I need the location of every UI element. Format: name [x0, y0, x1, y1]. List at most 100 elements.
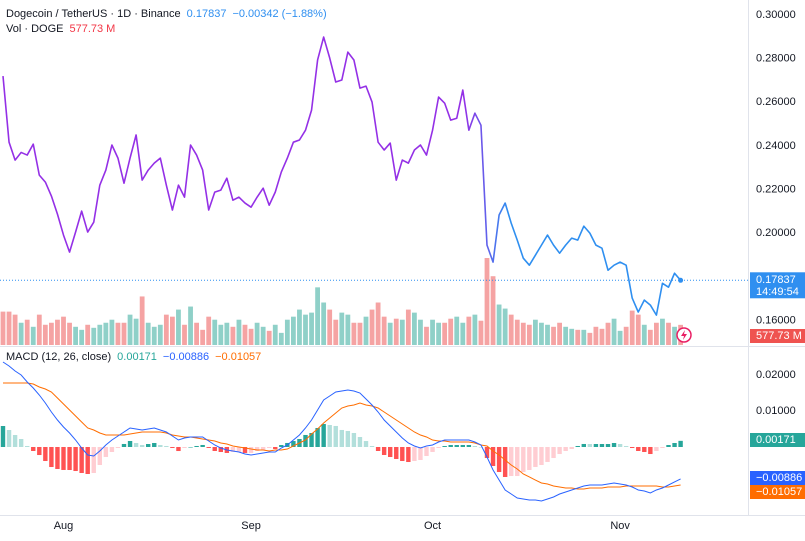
volume-bar — [321, 302, 327, 345]
volume-bar — [182, 324, 187, 345]
volume-bar — [170, 316, 175, 345]
macd-histogram-bar — [339, 429, 344, 447]
volume-value: 577.73 M — [69, 23, 115, 35]
volume-bar — [551, 326, 556, 345]
volume-bar — [369, 309, 375, 345]
macd-histogram-bar — [539, 446, 544, 465]
x-tick-label: Nov — [610, 520, 630, 532]
macd-header-signal: −0.01057 — [215, 351, 261, 363]
macd-histogram-bar — [31, 446, 36, 451]
volume-bar — [55, 319, 60, 345]
y-tick-label: 0.20000 — [756, 227, 796, 239]
macd-histogram-bar — [236, 446, 242, 453]
macd-histogram-bar — [303, 434, 308, 447]
macd-histogram-bar — [152, 443, 157, 447]
volume-bar — [472, 314, 478, 345]
macd-histogram-bar — [260, 446, 266, 451]
macd-histogram-bar — [406, 446, 411, 463]
header-change: −0.00342 (−1.88%) — [232, 8, 326, 20]
volume-bar — [303, 314, 308, 345]
macd-histogram-bar — [412, 446, 417, 462]
macd-histogram-bar — [248, 446, 254, 453]
volume-bar — [605, 322, 611, 345]
volume-bar — [309, 312, 314, 345]
macd-histogram-bar — [121, 443, 127, 447]
macd-histogram-bar — [472, 445, 478, 447]
volume-bar — [115, 322, 121, 345]
macd-histogram-bar — [321, 423, 326, 447]
signal-line — [3, 382, 681, 490]
volume-bar — [236, 319, 242, 345]
volume-bar — [563, 326, 569, 345]
macd-histogram-bar — [212, 446, 217, 451]
macd-histogram-bar — [478, 446, 484, 448]
volume-bar — [18, 322, 24, 345]
macd-histogram-bar — [61, 446, 66, 470]
volume-bar — [351, 322, 357, 345]
macd-histogram-bar — [460, 445, 465, 447]
volume-bar — [381, 316, 387, 345]
volume-bar — [176, 309, 181, 345]
macd-histogram-bar — [103, 446, 109, 457]
macd-histogram-bar — [388, 446, 393, 458]
volume-bar — [260, 326, 266, 345]
volume-bar — [36, 314, 42, 345]
volume-bar — [218, 324, 224, 345]
volume-bar — [399, 319, 405, 345]
volume-bar — [393, 318, 399, 345]
macd-histogram-bar — [55, 446, 60, 469]
macd-histogram-bar — [146, 444, 151, 447]
macd-histogram-bar — [254, 446, 260, 451]
last-price-dot — [678, 277, 684, 283]
volume-bar — [121, 322, 127, 345]
volume-bar — [127, 314, 133, 345]
macd-histogram-bar — [660, 446, 665, 449]
volume-bar — [430, 319, 435, 345]
macd-header-hist: 0.00171 — [117, 351, 157, 363]
volume-bar — [12, 314, 18, 345]
signal-value-label-box — [750, 485, 805, 499]
macd-histogram-bar — [91, 446, 96, 473]
alert-icon[interactable] — [676, 327, 692, 343]
macd-histogram-bar — [569, 446, 574, 449]
volume-bar — [357, 322, 363, 345]
volume-bar — [145, 322, 151, 345]
macd-histogram-bar — [109, 446, 115, 453]
signal-value-label: −0.01057 — [756, 486, 802, 498]
volume-bar — [672, 326, 677, 345]
volume-bar — [660, 318, 665, 345]
volume-bar — [514, 319, 520, 345]
volume-bar — [73, 326, 78, 345]
volume-bar — [242, 324, 248, 345]
macd-histogram-bar — [194, 445, 199, 447]
macd-histogram-bar — [115, 446, 121, 448]
macd-histogram-bar — [327, 425, 332, 447]
macd-histogram-bar — [593, 444, 599, 447]
x-tick-label: Oct — [424, 520, 441, 532]
y-tick-label: 0.16000 — [756, 314, 796, 326]
x-tick-label: Aug — [54, 520, 74, 532]
y-tick-label: 0.28000 — [756, 53, 796, 65]
macd-histogram-bar — [490, 446, 496, 467]
macd-histogram-bar — [381, 446, 387, 455]
volume-bar — [194, 322, 199, 345]
macd-histogram-bar — [551, 446, 556, 459]
macd-histogram-bar — [587, 444, 593, 447]
y-tick-label: 0.22000 — [756, 183, 796, 195]
volume-bar — [454, 316, 460, 345]
volume-bar — [641, 324, 647, 345]
header-layer: Dogecoin / TetherUS · 1D · Binance 0.1783… — [6, 8, 327, 363]
macd-value-label-box — [750, 471, 805, 485]
y-tick-label: 0.30000 — [756, 9, 796, 21]
volume-bar — [418, 319, 423, 345]
x-tick-label: Sep — [241, 520, 261, 532]
price-layer — [0, 36, 748, 316]
macd-histogram-bar — [218, 446, 223, 453]
macd-histogram-bar — [496, 446, 502, 473]
volume-bar — [206, 316, 212, 345]
volume-bar — [49, 322, 54, 345]
macd-histogram-bar — [630, 446, 635, 449]
macd-histogram-bar — [139, 445, 145, 447]
volume-bar — [569, 328, 575, 345]
